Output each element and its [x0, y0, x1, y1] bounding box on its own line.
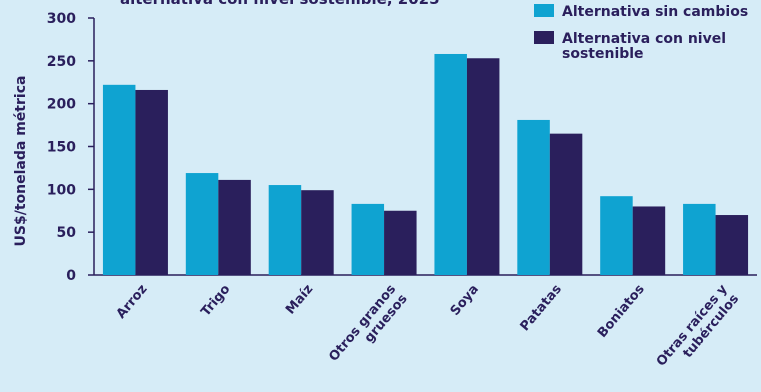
bar-sin-cambios — [268, 185, 302, 275]
y-tick-label: 250 — [47, 54, 76, 70]
bar-sin-cambios — [102, 84, 136, 275]
y-tick-label: 50 — [57, 225, 77, 241]
bar-nivel-sostenible — [466, 58, 500, 275]
x-tick-label-group: Soya — [448, 282, 482, 319]
bar-sin-cambios — [185, 173, 219, 275]
x-tick-label-group: Patatas — [518, 282, 565, 334]
x-tick-label: Patatas — [518, 282, 565, 334]
y-tick-label: 200 — [47, 97, 76, 113]
y-tick-label: 150 — [47, 140, 76, 156]
y-axis-title: US$/tonelada métrica — [13, 76, 29, 247]
bar-nivel-sostenible — [301, 190, 334, 275]
legend-label: Alternativa con nivel — [562, 31, 726, 47]
bar-nivel-sostenible — [218, 179, 251, 275]
bar-nivel-sostenible — [715, 215, 749, 275]
legend-label: sostenible — [562, 46, 644, 62]
x-tick-label: Maíz — [283, 282, 316, 317]
chart-title: alternativa con nivel sostenible, 2025 — [120, 0, 440, 8]
y-tick-label: 0 — [66, 268, 76, 284]
bar-sin-cambios — [351, 203, 385, 275]
bar-sin-cambios — [600, 196, 633, 275]
x-tick-label: Arroz — [114, 282, 151, 322]
bar-sin-cambios — [683, 203, 716, 275]
y-tick-label: 300 — [47, 11, 76, 27]
x-tick-label-group: Arroz — [114, 282, 151, 322]
bar-sin-cambios — [434, 53, 467, 276]
x-tick-label: Boniatos — [595, 282, 648, 341]
legend-swatch — [534, 4, 554, 17]
bar-sin-cambios — [517, 119, 550, 276]
bar-nivel-sostenible — [549, 133, 583, 275]
y-tick-label: 100 — [47, 182, 76, 198]
x-tick-label: Soya — [448, 282, 482, 319]
x-tick-label: Trigo — [198, 282, 233, 320]
legend-swatch — [534, 31, 554, 44]
legend-label: Alternativa sin cambios — [562, 4, 748, 20]
x-tick-label-group: Trigo — [198, 282, 233, 320]
bar-nivel-sostenible — [384, 210, 417, 275]
x-tick-label-group: Maíz — [283, 282, 316, 317]
bar-nivel-sostenible — [135, 89, 168, 276]
bar-nivel-sostenible — [632, 206, 666, 275]
x-tick-label-group: Boniatos — [595, 282, 648, 341]
